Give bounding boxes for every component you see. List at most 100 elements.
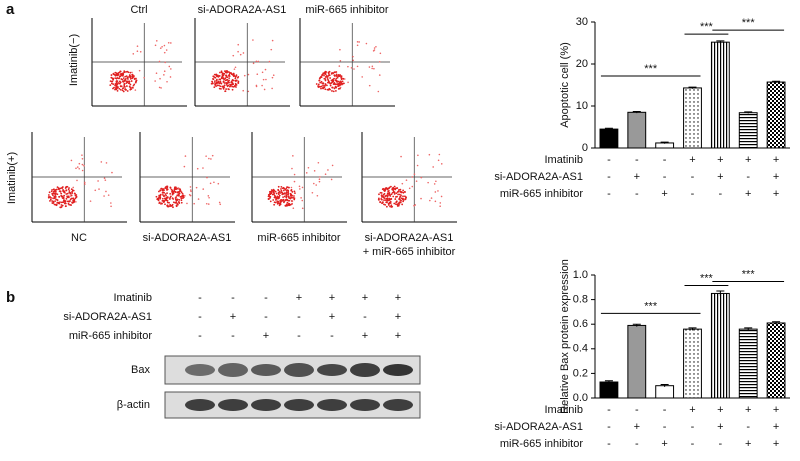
condition-sign: - <box>607 404 611 416</box>
condition-sign: + <box>263 330 269 342</box>
event-dot <box>402 189 405 192</box>
event-dot <box>437 159 440 162</box>
event-dot <box>283 187 286 190</box>
event-dot <box>163 44 166 47</box>
event-dot <box>162 188 165 190</box>
event-dot <box>252 39 254 41</box>
event-dot <box>247 90 250 93</box>
event-dot <box>68 187 70 189</box>
event-dot <box>273 201 276 204</box>
event-dot <box>294 192 296 194</box>
event-dot <box>291 200 293 203</box>
event-dot <box>402 195 404 198</box>
event-dot <box>373 47 376 49</box>
event-dot <box>265 78 267 81</box>
event-dot <box>323 86 326 89</box>
event-dot <box>230 72 233 75</box>
band <box>218 399 248 411</box>
condition-label: Imatinib <box>544 404 583 416</box>
event-dot <box>382 187 385 190</box>
event-dot <box>283 200 286 203</box>
event-dot <box>178 194 180 197</box>
event-dot <box>269 200 272 203</box>
event-dot <box>94 189 97 192</box>
error-bar <box>716 40 725 44</box>
significance-label: *** <box>742 268 756 280</box>
event-dot <box>61 186 64 189</box>
event-dot <box>171 197 174 199</box>
event-dot <box>184 155 187 157</box>
event-dot <box>276 202 279 205</box>
event-dot <box>116 81 118 84</box>
condition-sign: + <box>329 311 335 323</box>
event-dot <box>393 185 396 188</box>
event-dot <box>154 44 157 47</box>
event-dot <box>165 187 168 190</box>
condition-sign: + <box>717 171 723 183</box>
event-dot <box>212 77 214 80</box>
event-dot <box>157 199 160 202</box>
event-dot <box>127 78 129 80</box>
event-dot <box>175 196 178 198</box>
event-dot <box>176 194 179 197</box>
event-dot <box>283 195 286 198</box>
event-dot <box>55 192 57 195</box>
event-dot <box>301 186 304 189</box>
event-dot <box>71 197 74 200</box>
event-dot <box>233 68 236 70</box>
event-dot <box>398 193 401 196</box>
event-dot <box>326 76 329 79</box>
event-dot <box>286 204 289 207</box>
band-label: Bax <box>131 364 150 376</box>
event-dot <box>440 195 443 198</box>
event-dot <box>126 70 129 73</box>
event-dot <box>219 81 222 84</box>
event-dot <box>231 73 234 76</box>
event-dot <box>292 207 295 210</box>
event-dot <box>116 80 119 83</box>
plot-label: NC <box>71 232 87 244</box>
event-dot <box>420 197 422 200</box>
event-dot <box>291 191 294 193</box>
event-dot <box>317 161 320 164</box>
error-bar <box>716 290 725 296</box>
event-dot <box>429 199 431 202</box>
event-dot <box>413 173 416 176</box>
event-dot <box>81 163 84 166</box>
event-dot <box>392 189 395 192</box>
condition-sign: - <box>691 171 695 183</box>
y-axis-title: Apoptotic cell (%) <box>559 42 571 128</box>
condition-sign: - <box>663 421 667 433</box>
event-dot <box>263 88 266 91</box>
event-dot <box>122 72 125 75</box>
event-dot <box>159 196 162 199</box>
event-dot <box>277 193 280 196</box>
event-dot <box>256 73 259 76</box>
event-dot <box>337 83 340 85</box>
bar <box>710 41 730 149</box>
event-dot <box>67 196 70 199</box>
condition-sign: + <box>230 311 236 323</box>
event-dot <box>222 77 224 80</box>
event-dot <box>71 190 74 193</box>
event-dot <box>128 85 131 88</box>
event-dot <box>215 74 218 77</box>
condition-sign: + <box>745 438 751 450</box>
event-dot <box>432 166 434 168</box>
event-dot <box>178 202 181 205</box>
event-dot <box>176 198 179 201</box>
event-dot <box>338 82 341 85</box>
event-dot <box>218 201 221 204</box>
event-dot <box>107 194 110 196</box>
event-dot <box>171 190 173 193</box>
bar <box>599 381 619 399</box>
event-dot <box>337 87 340 90</box>
row-label: Imatinib(+) <box>6 152 18 204</box>
event-dot <box>215 85 217 87</box>
event-dot <box>162 191 165 194</box>
event-dot <box>395 192 398 195</box>
error-bar <box>772 80 781 83</box>
event-dot <box>390 185 392 188</box>
event-dot <box>287 186 290 189</box>
event-dot <box>280 185 283 188</box>
